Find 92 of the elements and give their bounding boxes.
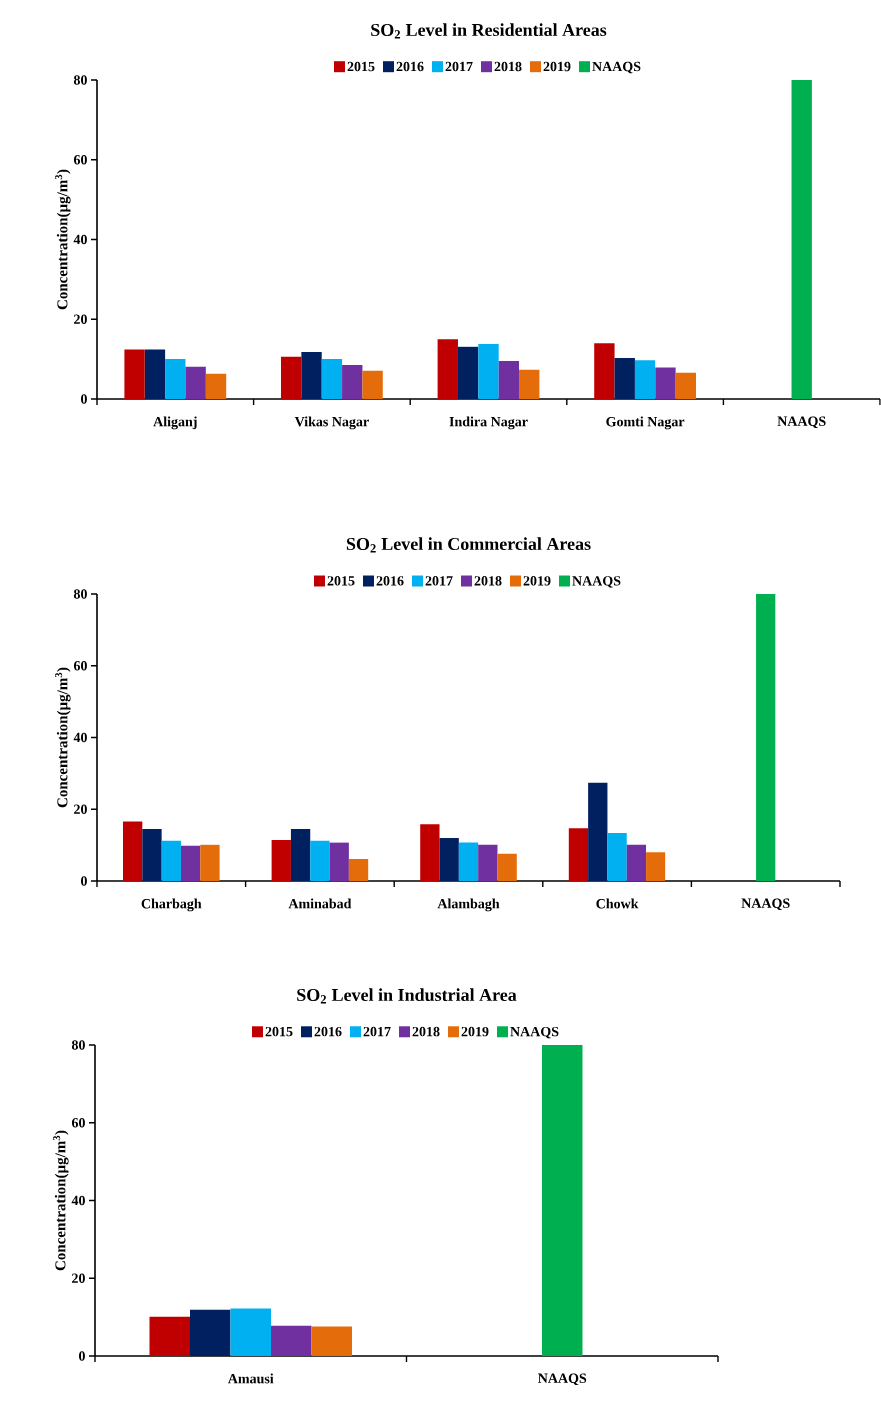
- bar: [655, 367, 676, 399]
- y-tick-label: 80: [74, 75, 88, 85]
- legend-label: 2019: [543, 61, 571, 72]
- y-tick-label: 80: [72, 1040, 86, 1050]
- bar: [310, 840, 330, 881]
- bar: [756, 593, 776, 881]
- y-tick-label: 40: [73, 234, 88, 245]
- y-tick-label: 80: [74, 589, 88, 599]
- bar: [635, 360, 656, 399]
- y-tick-label: 60: [72, 1118, 86, 1128]
- legend-label: 2016: [396, 61, 424, 72]
- legend-label: 2017: [363, 1026, 391, 1037]
- legend-label: 2018: [412, 1026, 440, 1037]
- legend-label: 2016: [376, 576, 404, 586]
- bar: [165, 359, 186, 399]
- chart-title: SO$_{2}$ Level in Commercial Areas: [347, 537, 591, 553]
- bar: [161, 840, 182, 881]
- x-tick-label: Alambagh: [437, 898, 500, 912]
- bar: [614, 357, 636, 399]
- legend-label: 2019: [461, 1026, 489, 1037]
- legend-label: 2015: [265, 1026, 293, 1037]
- y-tick-label: 20: [74, 804, 88, 814]
- y-tick-label: 40: [73, 732, 88, 743]
- bar: [458, 346, 479, 399]
- legend-label: 2019: [523, 576, 551, 586]
- y-tick-label: 20: [72, 1273, 86, 1283]
- x-tick-label: NAAQS: [741, 898, 790, 911]
- bar: [123, 821, 143, 881]
- bar: [200, 844, 220, 881]
- bar: [439, 837, 459, 881]
- legend-label: 2018: [494, 61, 522, 72]
- bar: [519, 369, 540, 399]
- bar: [281, 356, 302, 399]
- bar: [144, 349, 166, 399]
- y-axis-title: Concentration(µg/m$^{3}$): [55, 667, 71, 808]
- chart-title: SO$_{2}$ Level in Industrial Area: [297, 988, 517, 1004]
- bar: [791, 79, 812, 399]
- bar: [458, 842, 479, 881]
- chart-title: SO$_{2}$ Level in Residential Areas: [371, 23, 607, 39]
- bar: [321, 359, 343, 399]
- bar: [607, 832, 627, 881]
- legend-label: 2015: [327, 576, 355, 586]
- bar: [437, 339, 459, 399]
- y-tick-label: 0: [81, 876, 88, 886]
- bar: [568, 828, 589, 881]
- bar: [420, 824, 440, 881]
- bar: [124, 349, 145, 399]
- bar: [362, 370, 383, 399]
- x-tick-label: Amausi: [228, 1373, 274, 1384]
- legend-label: 2018: [474, 576, 502, 586]
- y-tick-label: 60: [74, 661, 88, 671]
- bar: [291, 828, 311, 881]
- x-tick-label: Charbagh: [141, 898, 202, 912]
- bar: [271, 840, 292, 881]
- y-tick-label: 60: [74, 155, 88, 165]
- bar: [646, 852, 666, 881]
- y-tick-label: 0: [79, 1351, 86, 1361]
- bar: [181, 845, 201, 881]
- x-tick-label: NAAQS: [777, 416, 826, 429]
- y-tick-label: 0: [81, 394, 88, 404]
- x-tick-label: Aliganj: [153, 416, 197, 430]
- x-tick-label: Gomti Nagar: [606, 416, 685, 430]
- legend-label: NAAQS: [572, 576, 621, 588]
- bar: [478, 343, 499, 399]
- bar: [185, 366, 206, 399]
- bar: [588, 782, 608, 881]
- x-tick-label: Vikas Nagar: [294, 416, 369, 430]
- legend-label: 2015: [347, 61, 375, 72]
- y-axis-title: Concentration(µg/m$^{3}$): [55, 169, 71, 310]
- legend-label: NAAQS: [510, 1026, 559, 1039]
- legend-label: 2016: [314, 1026, 342, 1037]
- x-tick-label: Chowk: [596, 898, 639, 909]
- bar: [626, 844, 647, 881]
- bar: [301, 351, 322, 399]
- bar: [329, 842, 349, 881]
- bar: [498, 361, 520, 399]
- bar: [142, 828, 162, 881]
- bar: [478, 844, 498, 881]
- bar: [497, 853, 517, 881]
- bar: [594, 343, 615, 399]
- legend-label: 2017: [445, 61, 473, 72]
- legend-label: 2017: [425, 576, 453, 586]
- y-tick-label: 40: [71, 1195, 86, 1206]
- bar: [342, 365, 363, 399]
- legend-label: NAAQS: [592, 61, 641, 74]
- y-tick-label: 20: [74, 314, 88, 324]
- x-tick-label: Aminabad: [288, 898, 352, 909]
- x-tick-label: Indira Nagar: [449, 416, 528, 430]
- bar: [348, 859, 369, 881]
- bar: [205, 373, 227, 399]
- y-axis-title: Concentration(µg/m$^{3}$): [53, 1130, 69, 1271]
- bar: [675, 372, 697, 399]
